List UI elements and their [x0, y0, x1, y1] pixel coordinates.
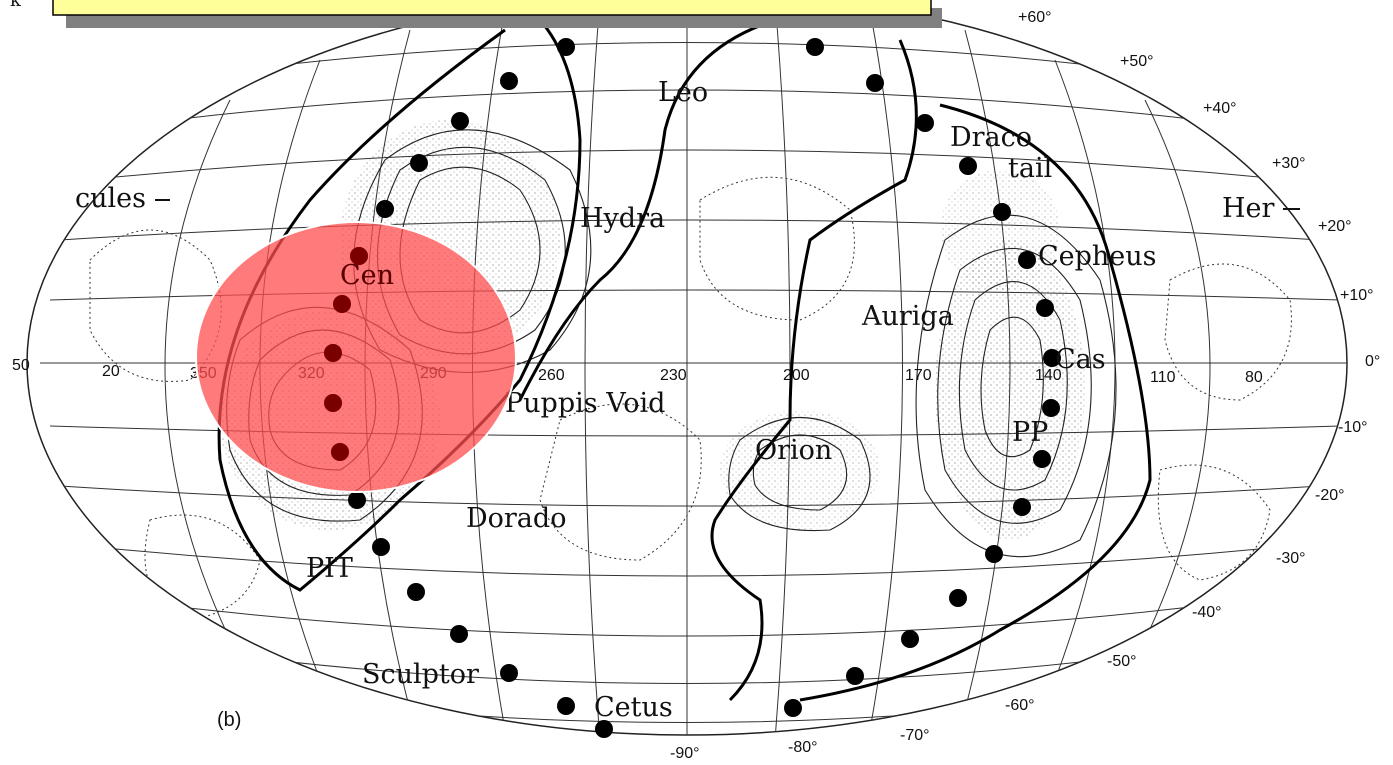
lon-label-50: 50 — [12, 357, 30, 374]
lon-label-200: 200 — [783, 367, 810, 384]
dense-zone-orion — [720, 410, 880, 530]
label-orion: Orion — [755, 435, 832, 466]
banner-corner-text: k — [10, 0, 22, 11]
lon-label-110: 110 — [1150, 369, 1176, 386]
lat-label-m80: -80° — [788, 739, 818, 756]
label-cules: cules — [75, 183, 146, 214]
label-auriga: Auriga — [861, 301, 954, 332]
banner-box — [52, 0, 932, 16]
lat-label-m70: -70° — [900, 727, 930, 744]
lon-label-230: 230 — [660, 367, 687, 384]
dense-zone-cepheus — [940, 170, 1060, 290]
label-cen-overlay: Cen — [340, 260, 394, 291]
label-cas: Cas — [1055, 344, 1106, 375]
lat-label-m60: -60° — [1005, 697, 1035, 714]
label-cetus: Cetus — [594, 692, 673, 723]
label-tail: tail — [1008, 153, 1052, 184]
thick-boundaries — [217, 8, 1152, 702]
latitude-labels: +60° +50° +40° +30° +20° +10° 0° -10° -2… — [670, 9, 1380, 762]
label-pp: PP — [1012, 417, 1048, 448]
lat-label-p60: +60° — [1018, 9, 1052, 26]
lat-label-p10: +10° — [1340, 287, 1374, 304]
lat-label-m10: -10° — [1338, 419, 1368, 436]
label-draco: Draco — [950, 122, 1032, 153]
lat-label-m90: -90° — [670, 745, 700, 762]
lat-label-0: 0° — [1365, 353, 1380, 370]
lat-label-m20: -20° — [1315, 487, 1345, 504]
panel-label: (b) — [217, 709, 241, 731]
label-hydra: Hydra — [580, 203, 665, 234]
region-labels: Leo Draco tail Hydra cules Her Cepheus C… — [75, 77, 1275, 723]
label-her: Her — [1222, 193, 1275, 224]
lat-label-p50: +50° — [1120, 53, 1154, 70]
highlight-circle — [195, 221, 517, 493]
lon-label-260: 260 — [538, 367, 565, 384]
lon-label-20: 20 — [102, 363, 120, 380]
label-sculptor: Sculptor — [362, 659, 479, 690]
lat-label-m40: -40° — [1192, 604, 1222, 621]
lat-label-p40: +40° — [1203, 100, 1237, 117]
label-puppis-void: Puppis Void — [505, 388, 665, 419]
lat-label-m50: -50° — [1107, 653, 1137, 670]
lon-label-80: 80 — [1245, 369, 1263, 386]
longitude-grid — [164, 0, 1211, 735]
label-cepheus: Cepheus — [1038, 241, 1157, 272]
label-pit: PIT — [306, 553, 353, 584]
label-dorado: Dorado — [466, 503, 566, 534]
label-leo: Leo — [658, 77, 708, 108]
lat-label-p30: +30° — [1272, 155, 1306, 172]
lon-label-170: 170 — [905, 367, 932, 384]
lon-label-140: 140 — [1035, 367, 1062, 384]
highlighted-dots — [324, 247, 368, 461]
lat-label-m30: -30° — [1276, 550, 1306, 567]
lat-label-p20: +20° — [1318, 218, 1352, 235]
